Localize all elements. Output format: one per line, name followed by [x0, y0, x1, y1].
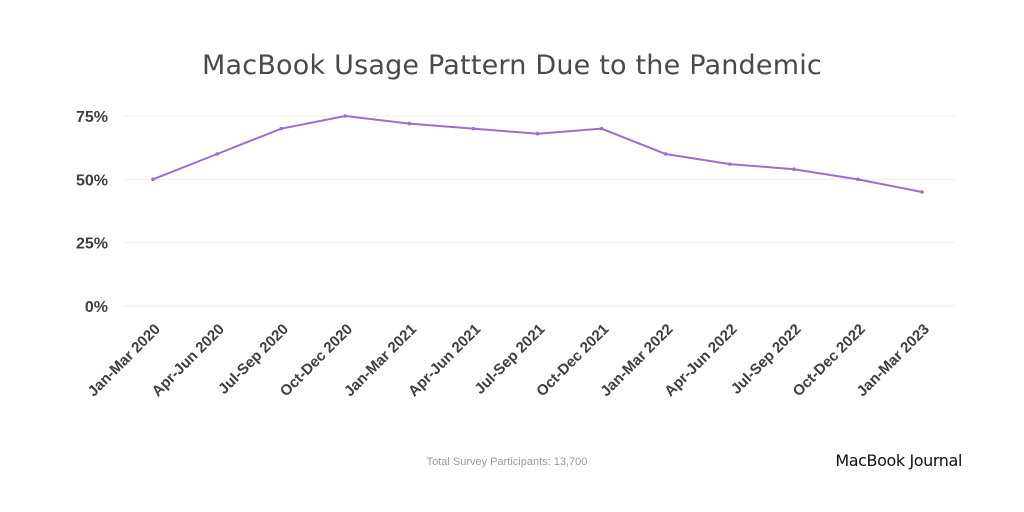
- data-point: [792, 167, 796, 171]
- data-point: [279, 126, 283, 131]
- data-point: [663, 152, 668, 156]
- chart-title: MacBook Usage Pattern Due to the Pandemi…: [202, 50, 822, 81]
- series-layer: [151, 114, 924, 194]
- data-point: [151, 177, 155, 182]
- y-axis-ticks: 0% 25% 50% 75%: [76, 109, 108, 316]
- data-point: [215, 152, 219, 156]
- data-point: [856, 177, 860, 182]
- y-tick-label: 50%: [76, 172, 108, 189]
- survey-footnote: Total Survey Participants: 13,700: [426, 456, 588, 468]
- brand-logo: MacBook Journal: [835, 451, 962, 470]
- data-point: [407, 121, 412, 126]
- data-point: [535, 131, 540, 136]
- data-point: [471, 126, 476, 131]
- series-line: [152, 114, 923, 193]
- y-tick-label: 0%: [85, 299, 108, 316]
- y-tick-label: 75%: [76, 109, 108, 126]
- gridlines: [124, 115, 955, 307]
- data-point: [343, 114, 348, 118]
- data-point: [727, 162, 732, 166]
- data-point: [599, 126, 604, 131]
- data-point: [920, 190, 924, 194]
- y-tick-label: 25%: [76, 236, 108, 253]
